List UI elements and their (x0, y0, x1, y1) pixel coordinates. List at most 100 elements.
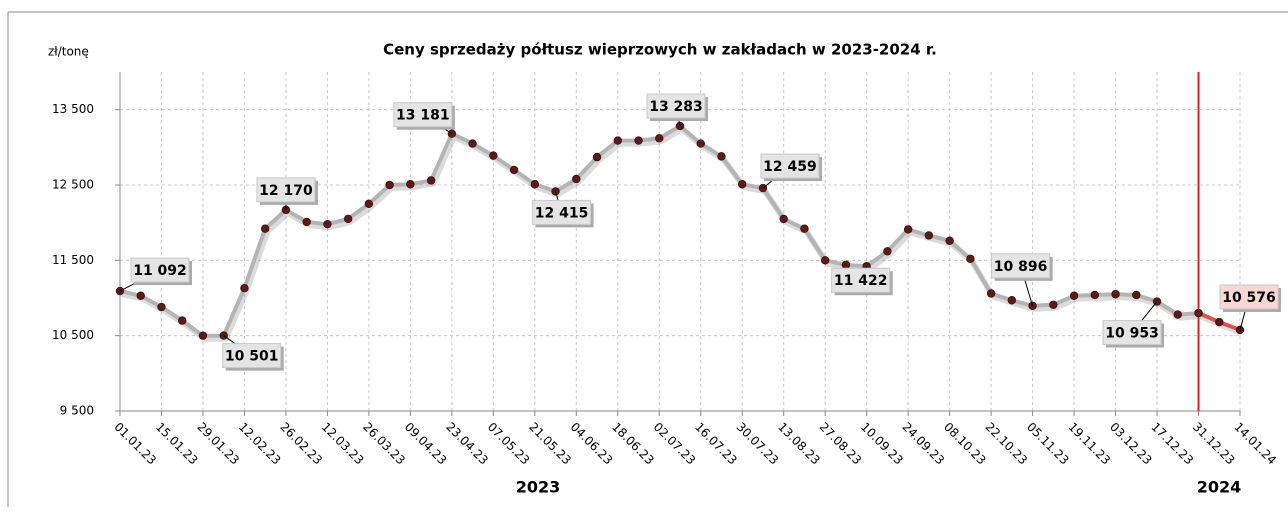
x-tick-label: 07.05.23 (485, 420, 533, 468)
point (1007, 296, 1017, 305)
x-tick-label: 19.11.23 (1065, 420, 1113, 468)
point (406, 180, 415, 189)
point (986, 289, 996, 298)
x-tick-label: 09.04.23 (402, 420, 450, 468)
label-box (831, 267, 891, 293)
point (178, 316, 187, 325)
value-label: 13 181 (396, 108, 450, 124)
y-tick-label: 12 500 (52, 178, 94, 192)
label-box (646, 93, 706, 119)
point (1173, 310, 1182, 319)
point (530, 180, 540, 189)
x-tick-label: 12.02.23 (236, 420, 284, 468)
point (260, 224, 270, 233)
value-label: 12 170 (259, 183, 313, 199)
point (800, 224, 809, 233)
x-tick-label: 14.01.24 (1231, 420, 1279, 468)
point (364, 199, 374, 209)
value-label: 13 283 (649, 99, 703, 115)
y-tick-label: 9 500 (60, 404, 94, 418)
value-label: 10 896 (994, 259, 1048, 275)
year-label: 2024 (1197, 478, 1242, 497)
x-tick-label: 26.03.23 (360, 420, 408, 468)
point (468, 139, 477, 148)
point (717, 152, 726, 161)
x-tick-label: 24.09.23 (900, 420, 948, 468)
point (841, 260, 851, 270)
point (779, 214, 788, 224)
label-box (256, 177, 316, 203)
x-tick-label: 26.02.23 (277, 420, 325, 468)
x-tick-label: 15.01.23 (153, 420, 201, 468)
value-label: 11 092 (133, 263, 187, 279)
x-tick-label: 05.11.23 (1024, 420, 1072, 468)
point (447, 129, 457, 138)
x-tick-label: 17.12.23 (1148, 420, 1196, 468)
label-box (130, 257, 190, 283)
x-tick-label: 27.08.23 (817, 420, 865, 468)
x-tick-label: 23.04.23 (443, 420, 491, 468)
point (820, 256, 830, 265)
point (1132, 290, 1141, 300)
chart-title: Ceny sprzedaży półtusz wieprzowych w zak… (383, 41, 937, 59)
label-box (393, 102, 453, 128)
x-tick-label: 30.07.23 (734, 420, 782, 468)
x-tick-label: 08.10.23 (941, 420, 989, 468)
point (883, 247, 892, 256)
label-box (532, 199, 592, 225)
point (240, 284, 249, 293)
label-box (1102, 320, 1162, 346)
label-box (1219, 284, 1279, 310)
x-tick-label: 13.08.23 (775, 420, 823, 468)
point (655, 134, 664, 143)
point (1194, 308, 1203, 318)
x-tick-label: 21.05.23 (526, 420, 574, 468)
x-tick-label: 18.06.23 (609, 420, 657, 468)
y-tick-label: 10 500 (52, 328, 94, 342)
point (613, 136, 622, 145)
y-axis-label: zł/tonę (48, 45, 89, 59)
label-box (760, 153, 820, 179)
value-label: 10 953 (1105, 326, 1159, 342)
point (1049, 300, 1058, 309)
point (966, 254, 975, 264)
point (572, 174, 581, 184)
point (157, 302, 166, 312)
point (1069, 291, 1079, 300)
point (385, 180, 394, 190)
point (738, 180, 747, 189)
x-tick-label: 29.01.23 (194, 420, 242, 468)
point (489, 151, 498, 160)
value-label: 12 415 (535, 205, 589, 221)
x-tick-label: 10.09.23 (858, 420, 906, 468)
value-label: 10 501 (225, 349, 279, 365)
point (426, 176, 436, 185)
point (509, 165, 519, 175)
point (924, 231, 934, 240)
point (592, 152, 602, 162)
label-box (222, 343, 282, 369)
value-label: 10 576 (1222, 290, 1276, 306)
value-label: 11 422 (834, 273, 888, 289)
x-tick-label: 22.10.23 (983, 420, 1031, 468)
point (198, 331, 208, 340)
point (1215, 317, 1224, 327)
point (302, 217, 311, 227)
point (634, 136, 643, 145)
point (696, 139, 705, 148)
y-tick-label: 13 500 (52, 102, 94, 116)
point (945, 236, 954, 245)
x-tick-label: 04.06.23 (568, 420, 616, 468)
x-tick-label: 31.12.23 (1190, 420, 1238, 468)
x-tick-label: 12.03.23 (319, 420, 367, 468)
label-box (991, 253, 1051, 279)
x-tick-label: 03.12.23 (1107, 420, 1155, 468)
point (1111, 290, 1120, 299)
x-tick-label: 01.01.23 (111, 420, 159, 468)
point (136, 291, 145, 300)
value-label: 12 459 (763, 159, 817, 175)
year-label: 2023 (516, 478, 561, 497)
point (343, 214, 353, 224)
